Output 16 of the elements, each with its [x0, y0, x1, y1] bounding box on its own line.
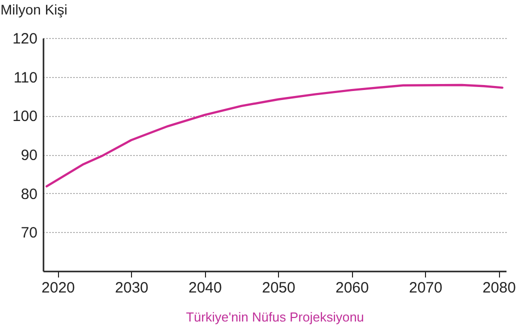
x-tick-label: 2020	[42, 280, 75, 296]
x-tick-label: 2070	[408, 280, 442, 296]
y-tick-label: 120	[12, 30, 38, 48]
y-tick-label: 90	[20, 147, 38, 164]
x-axis-title: Türkiye'nin Nüfus Projeksiyonu	[186, 310, 364, 324]
y-tick-label: 70	[20, 224, 38, 242]
x-tick-label: 2040	[188, 280, 222, 296]
x-tick-label: 2060	[335, 280, 369, 296]
x-tick-label: 2080	[482, 280, 516, 296]
y-tick-label: 80	[20, 186, 38, 203]
line-series	[46, 84, 504, 188]
y-axis-title: Milyon Kişi	[0, 2, 68, 18]
y-tick-label: 100	[12, 108, 38, 126]
x-tick-label: 2050	[262, 280, 296, 296]
y-tick-label: 110	[14, 69, 38, 86]
x-tick-label: 2030	[115, 280, 148, 296]
